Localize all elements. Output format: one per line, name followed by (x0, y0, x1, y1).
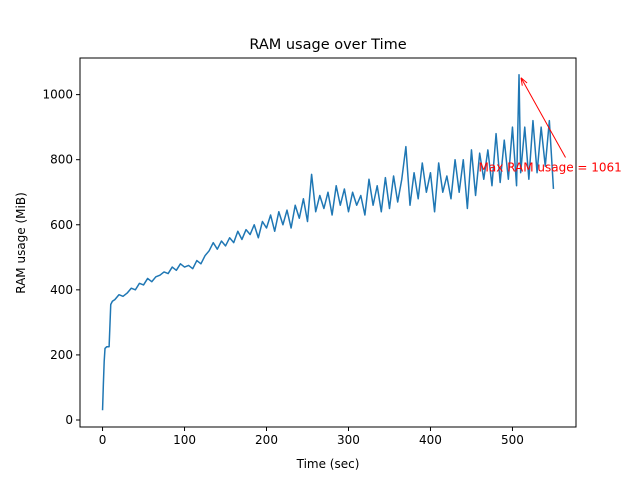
line (101, 74, 555, 411)
y-tick-label: 1000 (42, 88, 73, 102)
y-tick-label: 600 (50, 218, 73, 232)
annotation-arrowhead (520, 77, 528, 86)
chart-title: RAM usage over Time (249, 37, 406, 53)
y-tick-label: 200 (50, 348, 73, 362)
x-tick-label: 300 (337, 433, 360, 447)
x-axis-label: Time (sec) (296, 457, 360, 471)
y-tick-label: 0 (65, 413, 73, 427)
y-tick-label: 800 (50, 153, 73, 167)
x-tick-label: 0 (99, 433, 107, 447)
x-tick-label: 100 (173, 433, 196, 447)
y-tick-label: 400 (50, 283, 73, 297)
y-axis-label: RAM usage (MiB) (14, 192, 28, 294)
x-tick-label: 500 (501, 433, 524, 447)
x-tick-label: 200 (255, 433, 278, 447)
annotation-arrow (520, 77, 566, 158)
plot-frame (79, 57, 577, 428)
annotation-text: Max RAM usage = 1061 (479, 161, 622, 175)
x-tick-label: 400 (419, 433, 442, 447)
